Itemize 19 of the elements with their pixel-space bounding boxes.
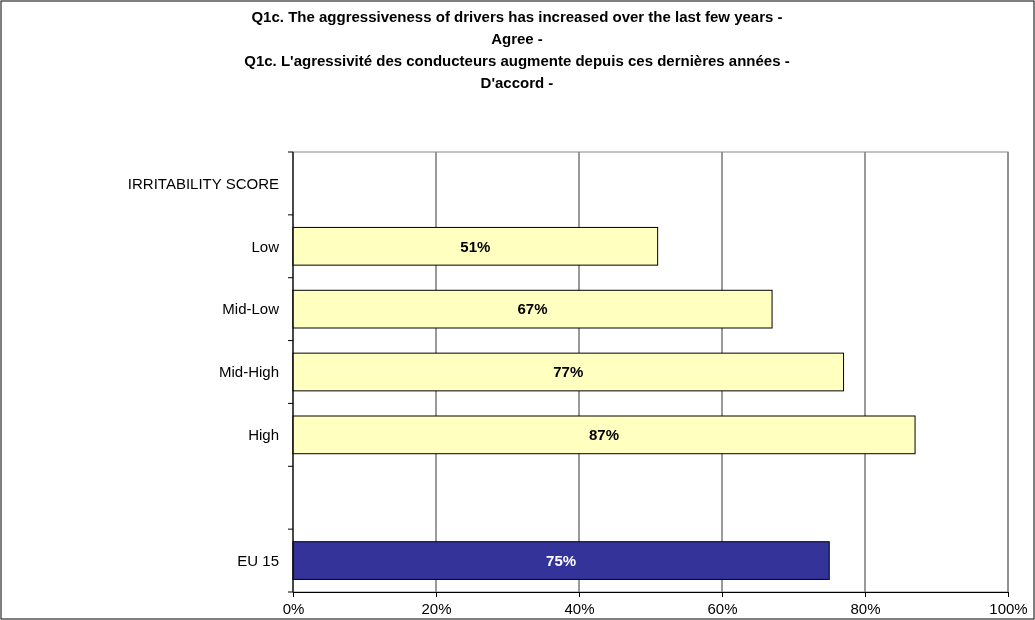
chart-subtitle: Q1c. L'agressivité des conducteurs augmente depuis ces dernières années - D'accord - [244,52,790,91]
x-tick-label: 0% [282,599,305,617]
y-tick-label: Mid-High [218,363,279,381]
data-label: 51% [460,237,491,255]
y-tick-label: High [248,426,279,444]
y-tick-label: EU 15 [237,551,279,569]
y-tick-label: IRRITABILITY SCORE [127,174,279,192]
x-tick-label: 100% [989,599,1028,617]
x-tick-label: 40% [564,599,595,617]
data-label: 87% [589,426,620,444]
x-tick-label: 80% [850,599,881,617]
x-tick-label: 60% [707,599,738,617]
chart-title: Q1c. The aggressiveness of drivers has increased over the last few years - Agree - [251,8,783,47]
y-tick-label: Low [251,237,280,255]
data-label: 77% [553,363,584,381]
y-tick-label: Mid-Low [222,300,280,318]
data-label: 75% [546,551,577,569]
data-label: 67% [517,300,548,318]
x-tick-label: 20% [421,599,452,617]
